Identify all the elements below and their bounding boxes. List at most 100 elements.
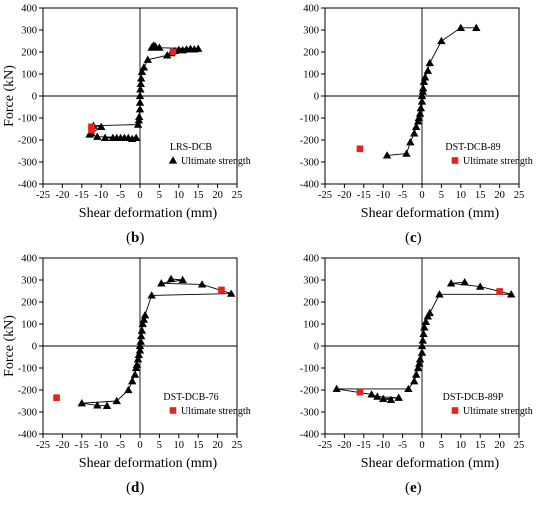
data-point-triangle bbox=[147, 291, 156, 299]
x-tick-label: 10 bbox=[174, 190, 185, 201]
panel-label-d: (d) bbox=[126, 480, 145, 496]
x-tick-label: 25 bbox=[514, 190, 525, 201]
y-tick-label: 200 bbox=[21, 48, 37, 59]
x-tick-label: -10 bbox=[94, 440, 108, 451]
x-tick-label: 20 bbox=[212, 190, 223, 201]
data-point-triangle bbox=[413, 363, 423, 372]
data-point-triangle bbox=[404, 384, 413, 393]
ultimate-strength-point bbox=[53, 394, 60, 401]
data-point-triangle bbox=[507, 290, 516, 298]
y-tick-label: 300 bbox=[21, 26, 37, 37]
x-tick-label: -5 bbox=[116, 440, 125, 451]
data-point-triangle bbox=[382, 151, 392, 159]
legend-square-icon bbox=[451, 157, 459, 164]
data-point-triangle bbox=[135, 105, 145, 113]
x-tick-label: 5 bbox=[439, 440, 444, 451]
x-tick-label: -10 bbox=[376, 190, 390, 201]
data-point-triangle bbox=[155, 43, 164, 51]
data-point-triangle bbox=[415, 109, 425, 117]
data-point-triangle bbox=[421, 317, 431, 325]
y-tick-label: 200 bbox=[303, 298, 319, 309]
x-tick-label: 20 bbox=[494, 190, 505, 201]
data-point-triangle bbox=[134, 350, 144, 358]
y-tick-label: 400 bbox=[303, 4, 319, 15]
data-point-triangle bbox=[132, 360, 142, 368]
ultimate-strength-point bbox=[169, 48, 177, 56]
data-point-triangle bbox=[418, 84, 428, 92]
data-point-triangle bbox=[425, 58, 434, 67]
y-tick-label: 0 bbox=[314, 92, 319, 103]
x-tick-label: 25 bbox=[514, 440, 525, 451]
x-tick-label: 15 bbox=[475, 440, 486, 451]
data-point-triangle bbox=[415, 359, 424, 367]
y-tick-label: 400 bbox=[21, 254, 37, 265]
x-tick-label: -15 bbox=[75, 190, 89, 201]
x-tick-label: -20 bbox=[55, 440, 69, 451]
panel-label-b: (b) bbox=[126, 230, 145, 246]
x-tick-label: 0 bbox=[137, 440, 142, 451]
x-tick-label: 0 bbox=[419, 440, 424, 451]
x-tick-label: 10 bbox=[456, 440, 467, 451]
y-tick-label: -200 bbox=[18, 386, 37, 397]
data-point-triangle bbox=[135, 112, 144, 121]
x-tick-label: -5 bbox=[398, 440, 407, 451]
data-point-triangle bbox=[93, 132, 102, 140]
x-tick-label: -10 bbox=[376, 440, 390, 451]
data-point-triangle bbox=[178, 275, 187, 284]
legend-square-icon bbox=[169, 407, 177, 414]
y-axis-title: Force (kN) bbox=[2, 65, 17, 127]
ultimate-strength-point bbox=[496, 288, 503, 295]
x-tick-label: 10 bbox=[456, 190, 467, 201]
x-tick-label: 15 bbox=[193, 190, 204, 201]
data-point-triangle bbox=[418, 336, 427, 344]
x-tick-label: -15 bbox=[357, 190, 371, 201]
x-tick-label: -25 bbox=[36, 190, 50, 201]
ultimate-strength-point bbox=[356, 145, 364, 153]
data-point-triangle bbox=[137, 326, 147, 334]
data-point-triangle bbox=[139, 63, 149, 71]
data-point-triangle bbox=[435, 290, 444, 298]
y-tick-label: 400 bbox=[21, 4, 37, 15]
y-tick-label: -400 bbox=[18, 430, 37, 441]
data-point-triangle bbox=[411, 122, 421, 130]
x-axis-title: Shear deformation (mm) bbox=[361, 456, 500, 471]
data-point-triangle bbox=[379, 394, 388, 402]
data-point-triangle bbox=[139, 315, 149, 323]
data-point-triangle bbox=[97, 122, 106, 130]
data-point-triangle bbox=[136, 74, 146, 82]
x-tick-label: -20 bbox=[55, 190, 69, 201]
ultimate-strength-point bbox=[356, 388, 364, 396]
x-tick-label: -15 bbox=[357, 440, 371, 451]
data-point-triangle bbox=[226, 289, 236, 297]
data-point-triangle bbox=[394, 393, 403, 401]
legend-specimen-name: DST-DCB-89 bbox=[445, 142, 500, 153]
legend-series-label: Ultimate strength bbox=[181, 156, 251, 167]
y-tick-label: 300 bbox=[21, 276, 37, 287]
x-axis-title: Shear deformation (mm) bbox=[361, 206, 500, 221]
y-tick-label: -300 bbox=[18, 408, 37, 419]
x-tick-label: -25 bbox=[318, 440, 332, 451]
legend-square-icon bbox=[451, 407, 459, 414]
data-point-triangle bbox=[373, 392, 382, 400]
y-tick-label: 100 bbox=[21, 70, 37, 81]
legend-specimen-name: LRS-DCB bbox=[170, 142, 213, 153]
y-tick-label: -100 bbox=[18, 114, 37, 125]
y-tick-label: -200 bbox=[300, 136, 319, 147]
data-point-triangle bbox=[135, 341, 145, 350]
chart-panel-c: -25 -20 -15 -10 -5 0 5 10 15 20 25 -400 -300 -200 -100… bbox=[300, 4, 533, 222]
data-point-triangle bbox=[166, 274, 176, 283]
data-point-triangle bbox=[419, 77, 429, 85]
data-point-triangle bbox=[162, 51, 172, 59]
legend-specimen-name: DST-DCB-89P bbox=[443, 392, 504, 403]
data-point-triangle bbox=[133, 355, 143, 363]
data-point-triangle bbox=[417, 97, 427, 105]
x-tick-label: 15 bbox=[193, 440, 204, 451]
data-point-triangle bbox=[417, 348, 427, 356]
data-point-triangle bbox=[410, 129, 419, 137]
x-tick-label: -25 bbox=[36, 440, 50, 451]
data-point-triangle bbox=[157, 279, 166, 287]
ultimate-strength-point bbox=[88, 126, 95, 134]
y-tick-label: 300 bbox=[303, 276, 319, 287]
data-point-triangle bbox=[437, 36, 446, 45]
